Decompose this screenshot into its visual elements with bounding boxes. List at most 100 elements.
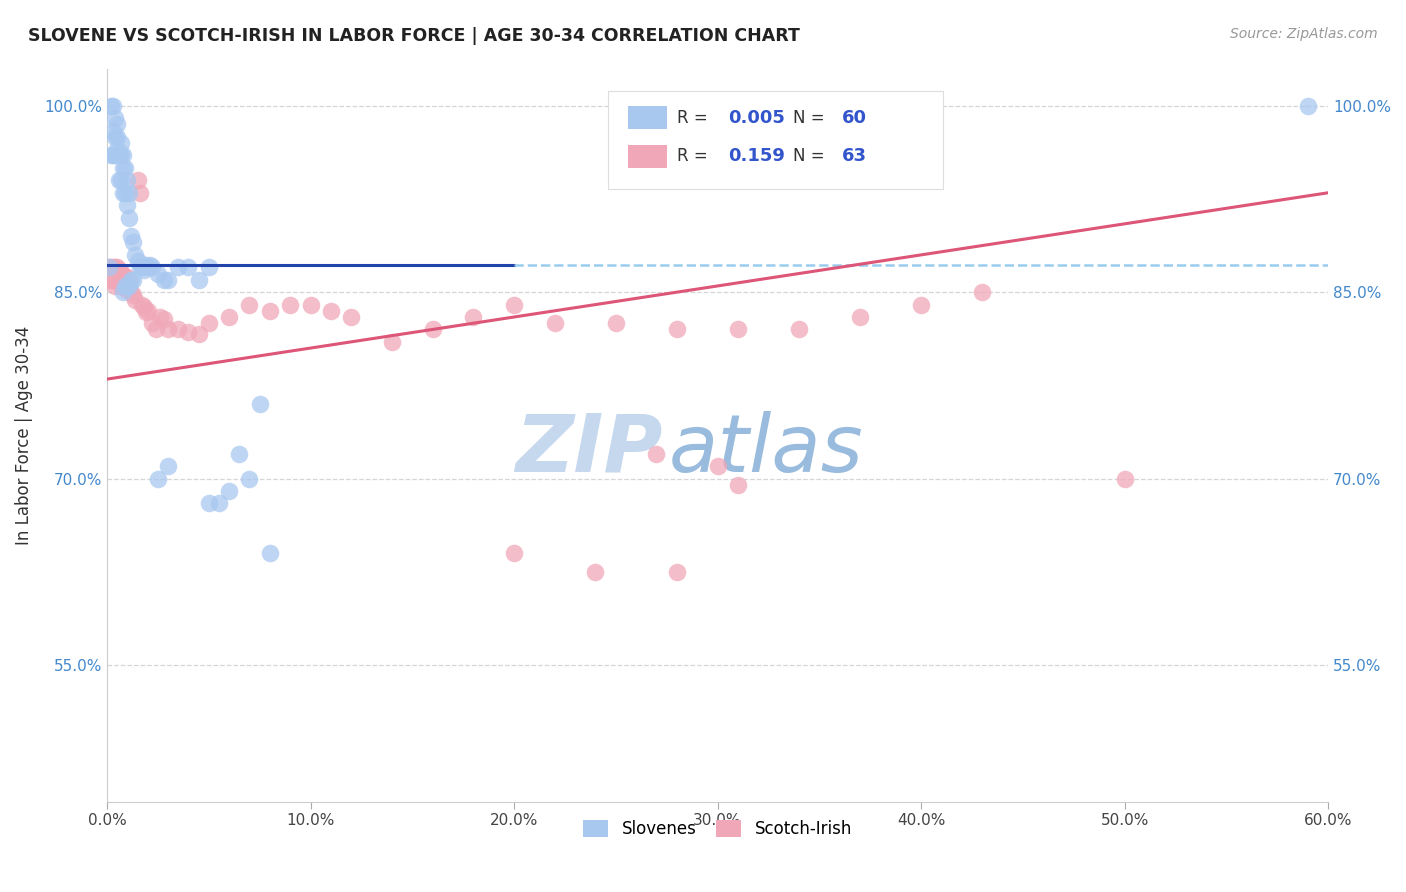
Point [138, 258, 160, 272]
Point [110, 148, 132, 162]
Point [110, 173, 132, 187]
Point [100, 99, 122, 113]
Point [104, 260, 127, 275]
Point [112, 186, 135, 200]
Point [122, 287, 145, 301]
Point [104, 279, 127, 293]
Point [112, 161, 135, 175]
Text: SLOVENE VS SCOTCH-IRISH IN LABOR FORCE | AGE 30-34 CORRELATION CHART: SLOVENE VS SCOTCH-IRISH IN LABOR FORCE |… [28, 27, 800, 45]
Point [605, 316, 627, 330]
Point [157, 273, 180, 287]
Point [120, 229, 142, 244]
Point [727, 477, 749, 491]
Point [118, 186, 141, 200]
Point [112, 280, 135, 294]
Point [105, 117, 128, 131]
Point [187, 327, 209, 342]
Point [120, 285, 142, 300]
Point [124, 293, 146, 307]
Text: R =: R = [678, 109, 713, 127]
Point [787, 322, 810, 336]
FancyBboxPatch shape [628, 106, 668, 129]
Point [114, 161, 136, 175]
Point [706, 459, 728, 474]
Point [208, 496, 231, 510]
Point [319, 303, 342, 318]
Point [972, 285, 994, 300]
Point [259, 546, 281, 560]
Text: 63: 63 [842, 147, 868, 166]
Point [157, 322, 180, 336]
Point [141, 316, 163, 330]
Point [278, 297, 301, 311]
Point [167, 260, 190, 275]
Point [98, 260, 121, 275]
Point [101, 273, 124, 287]
Point [422, 322, 444, 336]
Point [340, 310, 363, 324]
Point [238, 471, 260, 485]
Point [108, 275, 131, 289]
Point [117, 270, 139, 285]
Point [136, 260, 159, 275]
Point [665, 322, 688, 336]
Point [218, 483, 240, 498]
Point [132, 300, 155, 314]
Point [118, 275, 141, 289]
Text: Source: ZipAtlas.com: Source: ZipAtlas.com [1230, 27, 1378, 41]
Point [249, 397, 271, 411]
Point [110, 265, 132, 279]
Point [145, 322, 167, 336]
Point [177, 325, 200, 339]
Point [104, 112, 127, 126]
Point [665, 565, 688, 579]
Point [136, 303, 159, 318]
Point [108, 148, 131, 162]
Point [112, 285, 135, 300]
Point [645, 447, 668, 461]
Point [112, 148, 135, 162]
Text: ZIP: ZIP [515, 410, 662, 489]
Point [117, 279, 139, 293]
Point [197, 260, 219, 275]
Text: N =: N = [793, 147, 830, 166]
Point [127, 254, 149, 268]
Point [117, 173, 139, 187]
Point [299, 297, 322, 311]
Point [153, 312, 176, 326]
Point [463, 310, 485, 324]
Point [177, 260, 200, 275]
Point [1296, 99, 1319, 113]
Point [117, 283, 139, 297]
Point [849, 310, 872, 324]
Point [218, 310, 240, 324]
Point [118, 211, 141, 225]
Point [228, 447, 250, 461]
Point [108, 173, 131, 187]
Point [197, 496, 219, 510]
Point [112, 268, 135, 282]
Point [122, 273, 145, 287]
Point [132, 262, 155, 277]
Point [128, 186, 150, 200]
Point [167, 322, 190, 336]
Point [110, 279, 132, 293]
Point [381, 334, 404, 349]
Point [131, 260, 153, 275]
Text: atlas: atlas [669, 410, 863, 489]
Point [100, 148, 122, 162]
Point [157, 459, 180, 474]
Point [238, 297, 260, 311]
Point [583, 565, 606, 579]
Point [910, 297, 932, 311]
Point [146, 267, 169, 281]
Point [114, 279, 136, 293]
Point [101, 148, 124, 162]
Point [503, 297, 526, 311]
Point [98, 260, 121, 275]
Point [120, 273, 142, 287]
Point [135, 305, 157, 319]
Text: 0.159: 0.159 [728, 147, 786, 166]
FancyBboxPatch shape [628, 145, 668, 169]
Point [114, 279, 136, 293]
